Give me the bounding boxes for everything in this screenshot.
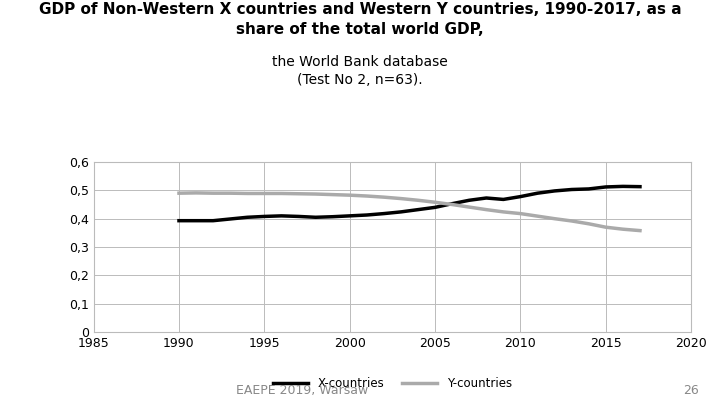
Y-countries (346, 193, 354, 198)
Text: EAEPE 2019, Warsaw: EAEPE 2019, Warsaw (236, 384, 369, 397)
X-countries (465, 198, 474, 202)
Y-countries (431, 200, 439, 205)
Y-countries (328, 192, 337, 197)
X-countries (482, 196, 490, 200)
X-countries (499, 197, 508, 202)
Y-countries (516, 211, 525, 216)
X-countries (585, 186, 593, 192)
X-countries (362, 213, 371, 217)
Line: Y-countries: Y-countries (179, 193, 640, 230)
Y-countries (618, 227, 627, 232)
X-countries (567, 187, 576, 192)
X-countries (414, 207, 423, 212)
Y-countries (192, 190, 200, 195)
Text: GDP of Non-Western X countries and Western Y countries, 1990-2017, as a
share of: GDP of Non-Western X countries and Weste… (39, 2, 681, 37)
Y-countries (499, 209, 508, 214)
Text: the World Bank database
(Test No 2, n=63).: the World Bank database (Test No 2, n=63… (272, 55, 448, 87)
Y-countries (636, 228, 644, 233)
Y-countries (397, 196, 405, 201)
X-countries (260, 214, 269, 219)
X-countries (636, 184, 644, 189)
Y-countries (414, 198, 423, 202)
X-countries (534, 191, 542, 196)
X-countries (277, 213, 286, 218)
X-countries (346, 213, 354, 218)
Y-countries (175, 191, 184, 196)
Y-countries (567, 219, 576, 224)
Y-countries (585, 222, 593, 226)
Y-countries (601, 225, 610, 230)
Y-countries (379, 195, 388, 200)
Y-countries (226, 191, 235, 196)
X-countries (175, 218, 184, 223)
Y-countries (294, 191, 303, 196)
X-countries (397, 209, 405, 214)
X-countries (328, 214, 337, 219)
Y-countries (243, 191, 251, 196)
X-countries (431, 205, 439, 210)
X-countries (550, 188, 559, 193)
X-countries (448, 201, 456, 206)
Y-countries (482, 207, 490, 212)
Y-countries (260, 191, 269, 196)
X-countries (192, 218, 200, 223)
X-countries (226, 217, 235, 222)
Y-countries (209, 191, 217, 196)
X-countries (243, 215, 251, 220)
Y-countries (534, 214, 542, 219)
X-countries (311, 215, 320, 220)
Y-countries (465, 205, 474, 209)
X-countries (601, 185, 610, 190)
Legend: X-countries, Y-countries: X-countries, Y-countries (268, 372, 517, 394)
X-countries (516, 194, 525, 199)
X-countries (209, 218, 217, 223)
X-countries (618, 184, 627, 189)
Y-countries (550, 216, 559, 221)
Y-countries (448, 202, 456, 207)
Y-countries (277, 191, 286, 196)
X-countries (294, 214, 303, 219)
Text: 26: 26 (683, 384, 698, 397)
Line: X-countries: X-countries (179, 186, 640, 221)
X-countries (379, 211, 388, 216)
Y-countries (311, 192, 320, 196)
Y-countries (362, 194, 371, 198)
